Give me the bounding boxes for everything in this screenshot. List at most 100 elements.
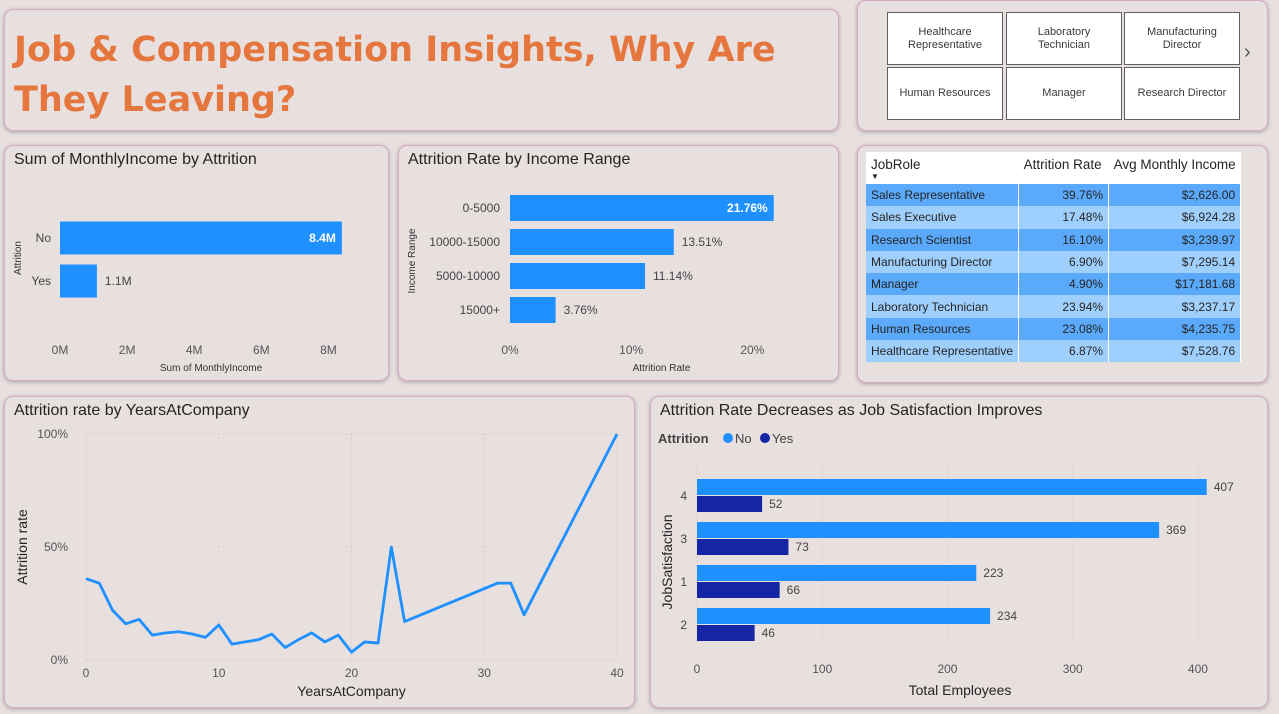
category-label-no: No xyxy=(36,231,52,245)
legend-marker-no[interactable] xyxy=(723,433,733,443)
cell-avg-monthly-income: $2,626.00 xyxy=(1108,184,1242,207)
bar-0-5000[interactable] xyxy=(510,195,774,221)
table-row[interactable]: Manager 4.90% $17,181.68 xyxy=(866,273,1242,296)
category-label-3: 3 xyxy=(680,532,687,546)
bar-no[interactable] xyxy=(60,221,342,255)
category-label-yes: Yes xyxy=(31,274,51,288)
cell-jobrole: Sales Executive xyxy=(866,206,1020,229)
y-axis-title: JobSatisfaction xyxy=(659,515,675,610)
legend-marker-yes[interactable] xyxy=(760,433,770,443)
legend-label-no[interactable]: No xyxy=(735,431,752,446)
data-label-yes-1: 66 xyxy=(787,583,801,597)
rate-by-income-range-card: Attrition Rate by Income Range 0-5000 21.… xyxy=(398,145,839,381)
bar-yes-2[interactable] xyxy=(697,625,755,641)
bar-no-4[interactable] xyxy=(697,479,1207,495)
satisfaction-chart-title: Attrition Rate Decreases as Job Satisfac… xyxy=(660,402,1043,419)
category-label-2: 2 xyxy=(680,618,687,632)
cell-jobrole: Manufacturing Director xyxy=(866,250,1020,274)
income-chart-title: Sum of MonthlyIncome by Attrition xyxy=(14,151,257,168)
x-tick-label: 20 xyxy=(345,666,359,680)
slicer-item-manager[interactable]: Manager xyxy=(1006,67,1122,120)
bar-no-2[interactable] xyxy=(697,608,991,624)
bar-yes-3[interactable] xyxy=(697,539,789,555)
table-row[interactable]: Sales Executive 17.48% $6,924.28 xyxy=(866,206,1242,229)
y-tick-label: 50% xyxy=(44,540,68,554)
x-tick-label: 4M xyxy=(186,343,203,357)
cell-jobrole: Research Scientist xyxy=(866,228,1020,251)
slicer-item-human-resources[interactable]: Human Resources xyxy=(887,67,1003,120)
cell-avg-monthly-income: $7,528.76 xyxy=(1108,340,1242,363)
slicer-item-manufacturing-director[interactable]: Manufacturing Director xyxy=(1124,12,1240,65)
x-axis-title: YearsAtCompany xyxy=(297,683,405,699)
sort-descending-icon[interactable]: ▼ xyxy=(871,172,879,181)
data-label-yes-2: 46 xyxy=(762,626,776,640)
data-label-no-3: 369 xyxy=(1166,523,1186,537)
cell-jobrole: Manager xyxy=(866,273,1020,296)
data-label-yes-3: 73 xyxy=(795,540,809,554)
legend-label-yes[interactable]: Yes xyxy=(772,431,794,446)
column-header-jobrole[interactable]: JobRole ▼ xyxy=(866,152,1019,184)
bar-15000[interactable] xyxy=(510,297,556,323)
x-tick-label: 200 xyxy=(937,662,957,676)
x-axis-title: Sum of MonthlyIncome xyxy=(160,363,263,374)
jobrole-table-body: Sales Representative 39.76% $2,626.00 Sales… xyxy=(866,184,1242,363)
x-tick-label: 20% xyxy=(740,343,764,357)
attrition-rate-line[interactable] xyxy=(85,433,619,654)
slicer-item-healthcare-representative[interactable]: Healthcare Representative xyxy=(887,12,1003,65)
data-label-10000-15000: 13.51% xyxy=(682,235,723,249)
range-chart-title: Attrition Rate by Income Range xyxy=(408,151,631,168)
cell-avg-monthly-income: $3,237.17 xyxy=(1108,295,1242,318)
data-label-0-5000: 21.76% xyxy=(727,201,768,215)
table-row[interactable]: Laboratory Technician 23.94% $3,237.17 xyxy=(866,295,1242,318)
category-label-4: 4 xyxy=(680,489,687,503)
bar-yes-1[interactable] xyxy=(697,582,780,598)
table-row[interactable]: Sales Representative 39.76% $2,626.00 xyxy=(866,184,1242,207)
bar-yes-4[interactable] xyxy=(697,496,763,512)
cell-avg-monthly-income: $7,295.14 xyxy=(1108,250,1242,274)
category-label-5000-10000: 5000-10000 xyxy=(436,269,500,283)
y-tick-label: 0% xyxy=(51,653,69,667)
chevron-right-icon[interactable]: › xyxy=(1244,41,1251,63)
cell-jobrole: Laboratory Technician xyxy=(866,295,1020,318)
x-axis-title: Total Employees xyxy=(909,682,1012,698)
cell-attrition-rate: 23.94% xyxy=(1018,295,1110,318)
cell-attrition-rate: 6.87% xyxy=(1018,340,1110,363)
slicer-item-laboratory-technician[interactable]: Laboratory Technician xyxy=(1006,12,1122,65)
x-axis-title: Attrition Rate xyxy=(633,363,691,374)
data-label-no-4: 407 xyxy=(1214,480,1234,494)
data-label-5000-10000: 11.14% xyxy=(653,269,693,283)
slicer-item-research-director[interactable]: Research Director xyxy=(1124,67,1240,120)
table-row[interactable]: Human Resources 23.08% $4,235.75 xyxy=(866,317,1242,341)
cell-attrition-rate: 17.48% xyxy=(1018,206,1110,229)
x-tick-label: 10 xyxy=(212,666,226,680)
bar-10000-15000[interactable] xyxy=(510,229,674,255)
cell-avg-monthly-income: $3,239.97 xyxy=(1108,228,1242,251)
bar-no-1[interactable] xyxy=(697,565,977,581)
y-tick-label: 100% xyxy=(37,427,68,441)
jobrole-table-card: JobRole ▼ Attrition Rate Avg Monthly Inco… xyxy=(857,145,1268,383)
table-row[interactable]: Healthcare Representative 6.87% $7,528.76 xyxy=(866,340,1242,363)
bar-5000-10000[interactable] xyxy=(510,263,646,289)
rate-by-income-range-chart: 0-5000 21.76% 10000-15000 13.51% 5000-10000 1… xyxy=(407,195,774,374)
y-axis-title: Attrition xyxy=(13,241,24,275)
cell-attrition-rate: 4.90% xyxy=(1018,273,1110,296)
table-row[interactable]: Research Scientist 16.10% $3,239.97 xyxy=(866,228,1242,251)
column-header-avg-monthly-income[interactable]: Avg Monthly Income xyxy=(1108,152,1241,184)
cell-attrition-rate: 16.10% xyxy=(1018,228,1110,251)
page-title: Job & Compensation Insights, Why Are The… xyxy=(14,30,776,120)
bar-yes[interactable] xyxy=(60,264,97,298)
years-at-company-chart: 0 10 20 30 40 0% 50% 100% YearsAtCompany Attritio… xyxy=(14,427,624,699)
legend-title: Attrition xyxy=(658,431,709,446)
x-tick-label: 0% xyxy=(501,343,519,357)
category-label-0-5000: 0-5000 xyxy=(463,201,501,215)
column-header-attrition-rate[interactable]: Attrition Rate xyxy=(1018,152,1109,184)
bar-no-3[interactable] xyxy=(697,522,1160,538)
table-row[interactable]: Manufacturing Director 6.90% $7,295.14 xyxy=(866,250,1242,274)
job-satisfaction-chart: 0 100 200 300 400 407 52 4 369 73 3 223 66 1 234 46 2 Att… xyxy=(658,431,1234,698)
data-label-no-1: 223 xyxy=(983,566,1003,580)
category-label-15000: 15000+ xyxy=(460,303,500,317)
jobrole-slicer: Healthcare Representative Laboratory Tech… xyxy=(857,0,1268,131)
cell-avg-monthly-income: $17,181.68 xyxy=(1108,273,1242,296)
jobrole-table: JobRole ▼ Attrition Rate Avg Monthly Inco… xyxy=(866,152,1242,363)
cell-jobrole: Human Resources xyxy=(866,317,1020,341)
